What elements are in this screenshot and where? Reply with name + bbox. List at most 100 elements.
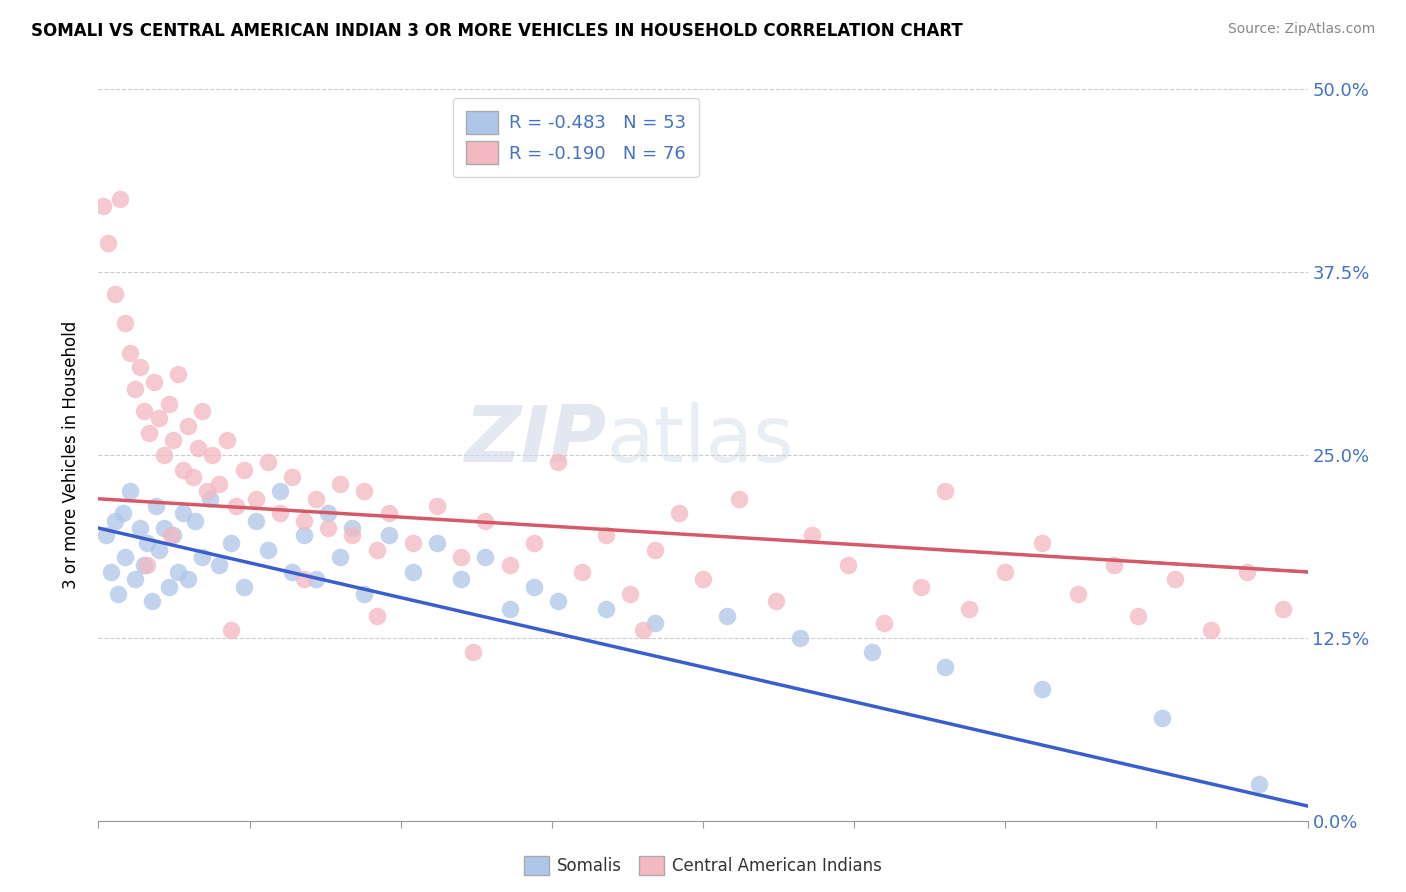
- Point: [195, 484, 218, 499]
- Point: [100, 565, 122, 579]
- Point: [281, 470, 304, 484]
- Point: [547, 455, 569, 469]
- Point: [208, 477, 231, 491]
- Point: [305, 491, 328, 506]
- Point: [498, 601, 520, 615]
- Text: ZIP: ZIP: [464, 402, 606, 478]
- Text: SOMALI VS CENTRAL AMERICAN INDIAN 3 OR MORE VEHICLES IN HOUSEHOLD CORRELATION CH: SOMALI VS CENTRAL AMERICAN INDIAN 3 OR M…: [31, 22, 963, 40]
- Point: [128, 521, 150, 535]
- Point: [716, 608, 738, 623]
- Point: [281, 565, 304, 579]
- Point: [172, 507, 194, 521]
- Point: [329, 550, 352, 565]
- Point: [184, 514, 207, 528]
- Point: [143, 375, 166, 389]
- Point: [177, 418, 200, 433]
- Point: [124, 572, 146, 586]
- Point: [148, 411, 170, 425]
- Point: [366, 543, 388, 558]
- Point: [366, 608, 388, 623]
- Point: [377, 528, 399, 542]
- Point: [97, 235, 120, 250]
- Text: atlas: atlas: [606, 402, 794, 478]
- Point: [316, 521, 339, 535]
- Point: [1249, 777, 1271, 791]
- Point: [474, 514, 496, 528]
- Point: [292, 572, 315, 586]
- Legend: R = -0.483   N = 53, R = -0.190   N = 76: R = -0.483 N = 53, R = -0.190 N = 76: [453, 98, 699, 178]
- Point: [138, 425, 160, 440]
- Point: [1067, 587, 1090, 601]
- Point: [152, 521, 174, 535]
- Point: [910, 580, 932, 594]
- Point: [135, 535, 157, 549]
- Point: [402, 535, 425, 549]
- Point: [837, 558, 859, 572]
- Point: [1031, 535, 1053, 549]
- Point: [463, 645, 485, 659]
- Point: [292, 528, 315, 542]
- Point: [118, 484, 141, 499]
- Point: [934, 484, 956, 499]
- Point: [873, 616, 896, 631]
- Point: [141, 594, 163, 608]
- Point: [353, 587, 375, 601]
- Point: [619, 587, 641, 601]
- Point: [118, 345, 141, 359]
- Point: [134, 404, 156, 418]
- Point: [1163, 572, 1185, 586]
- Point: [225, 499, 247, 513]
- Point: [342, 528, 364, 542]
- Point: [269, 507, 291, 521]
- Point: [498, 558, 520, 572]
- Point: [1031, 681, 1053, 696]
- Point: [292, 514, 315, 528]
- Point: [329, 477, 352, 491]
- Point: [108, 192, 131, 206]
- Point: [305, 572, 328, 586]
- Y-axis label: 3 or more Vehicles in Household: 3 or more Vehicles in Household: [62, 321, 80, 589]
- Point: [316, 507, 339, 521]
- Point: [221, 535, 243, 549]
- Text: Source: ZipAtlas.com: Source: ZipAtlas.com: [1227, 22, 1375, 37]
- Point: [994, 565, 1017, 579]
- Point: [157, 580, 180, 594]
- Point: [269, 484, 291, 499]
- Point: [547, 594, 569, 608]
- Point: [215, 434, 238, 448]
- Point: [523, 535, 546, 549]
- Point: [450, 572, 472, 586]
- Point: [181, 470, 204, 484]
- Point: [1152, 711, 1174, 725]
- Point: [160, 528, 183, 542]
- Point: [765, 594, 787, 608]
- Point: [198, 491, 221, 506]
- Point: [426, 535, 449, 549]
- Point: [957, 601, 980, 615]
- Point: [523, 580, 546, 594]
- Point: [232, 580, 254, 594]
- Point: [377, 507, 399, 521]
- Point: [191, 404, 214, 418]
- Point: [111, 507, 134, 521]
- Point: [450, 550, 472, 565]
- Point: [114, 316, 136, 330]
- Point: [1199, 624, 1222, 638]
- Point: [145, 499, 167, 513]
- Point: [128, 360, 150, 375]
- Point: [631, 624, 654, 638]
- Point: [232, 462, 254, 476]
- Point: [800, 528, 823, 542]
- Point: [134, 558, 156, 572]
- Point: [934, 660, 956, 674]
- Point: [94, 528, 117, 542]
- Point: [571, 565, 593, 579]
- Point: [595, 601, 617, 615]
- Point: [256, 455, 278, 469]
- Point: [245, 491, 267, 506]
- Point: [342, 521, 364, 535]
- Point: [789, 631, 811, 645]
- Point: [114, 550, 136, 565]
- Point: [402, 565, 425, 579]
- Point: [201, 448, 224, 462]
